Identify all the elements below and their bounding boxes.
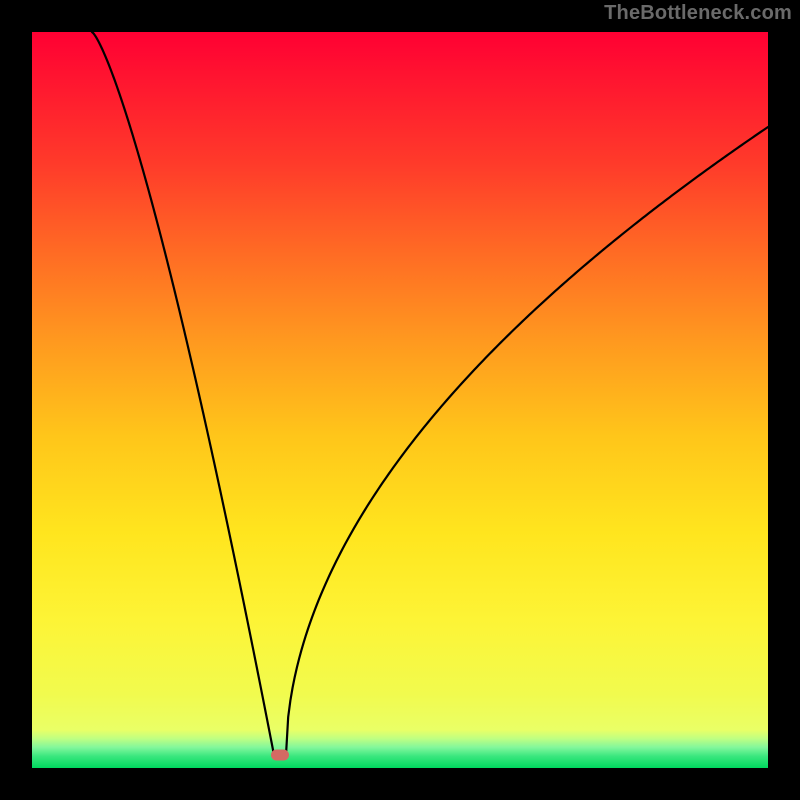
gradient-background [32, 32, 768, 768]
watermark-text: TheBottleneck.com [604, 2, 792, 25]
plot-area [32, 32, 768, 768]
chart-container: TheBottleneck.com [0, 0, 800, 800]
min-marker [271, 750, 289, 761]
chart-svg [0, 0, 800, 800]
